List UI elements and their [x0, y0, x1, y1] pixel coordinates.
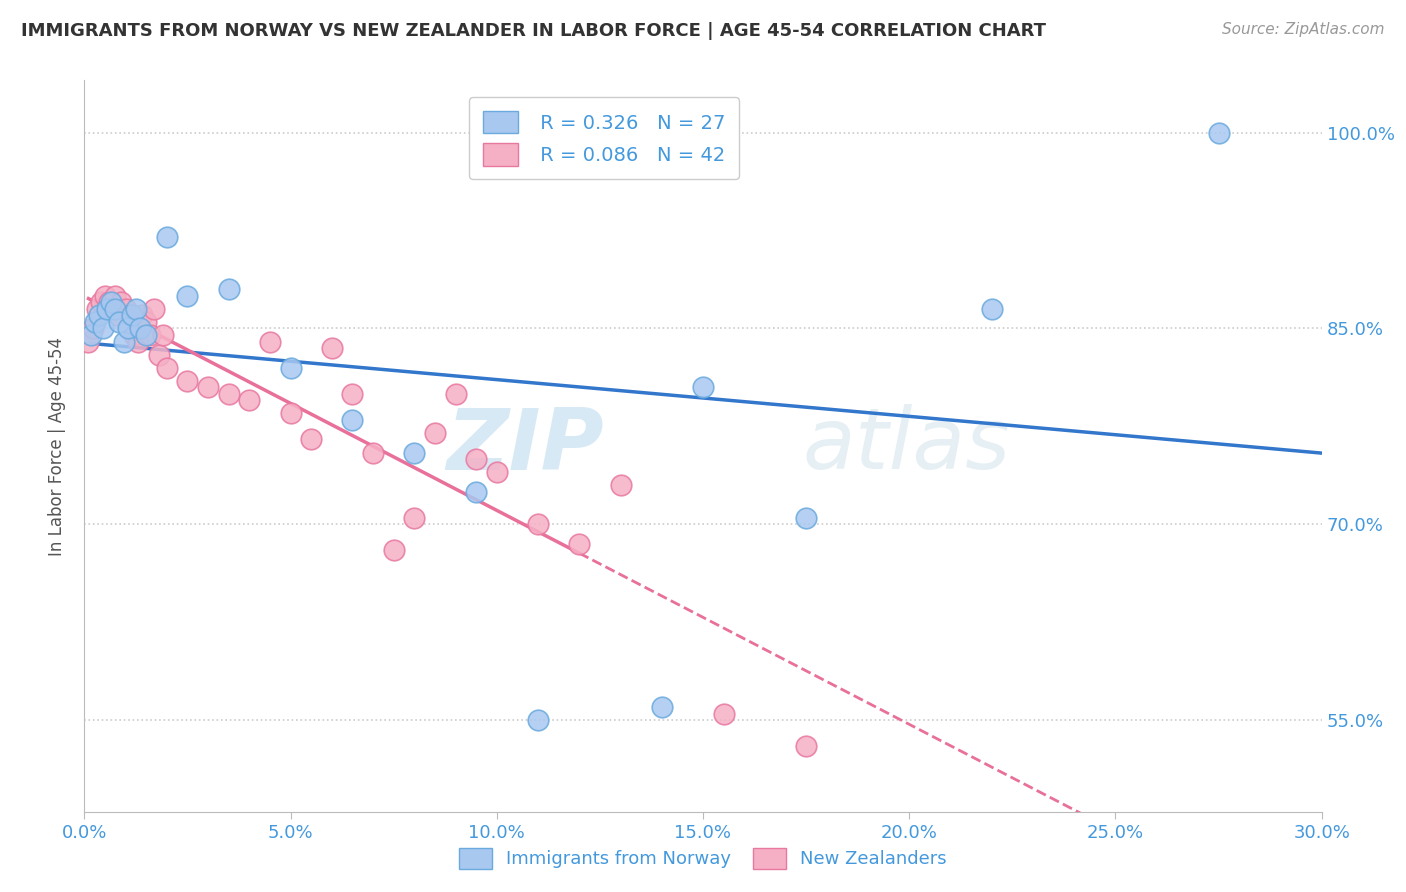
- Point: [527, 517, 550, 532]
- Point: [96, 301, 118, 316]
- Point: [713, 706, 735, 721]
- Point: [112, 334, 135, 349]
- Point: [156, 360, 179, 375]
- Point: [382, 543, 405, 558]
- Point: [197, 380, 219, 394]
- Point: [280, 406, 302, 420]
- Point: [104, 301, 127, 316]
- Point: [444, 386, 467, 401]
- Point: [218, 282, 240, 296]
- Point: [299, 433, 322, 447]
- Point: [103, 301, 125, 316]
- Point: [83, 315, 105, 329]
- Point: [104, 289, 127, 303]
- Point: [342, 413, 364, 427]
- Point: [87, 309, 110, 323]
- Point: [485, 465, 508, 479]
- Text: IMMIGRANTS FROM NORWAY VS NEW ZEALANDER IN LABOR FORCE | AGE 45-54 CORRELATION C: IMMIGRANTS FROM NORWAY VS NEW ZEALANDER …: [21, 22, 1046, 40]
- Point: [129, 321, 152, 335]
- Point: [98, 295, 121, 310]
- Y-axis label: In Labor Force | Age 45-54: In Labor Force | Age 45-54: [48, 336, 66, 556]
- Point: [259, 334, 281, 349]
- Text: ZIP: ZIP: [446, 404, 605, 488]
- Point: [77, 334, 100, 349]
- Point: [404, 445, 426, 459]
- Point: [1208, 126, 1230, 140]
- Point: [651, 700, 673, 714]
- Point: [82, 321, 104, 335]
- Point: [794, 511, 817, 525]
- Point: [152, 328, 174, 343]
- Point: [465, 484, 488, 499]
- Point: [980, 301, 1002, 316]
- Point: [110, 295, 132, 310]
- Point: [131, 309, 153, 323]
- Text: atlas: atlas: [801, 404, 1010, 488]
- Point: [105, 309, 128, 323]
- Point: [86, 301, 108, 316]
- Point: [114, 301, 136, 316]
- Point: [90, 295, 112, 310]
- Point: [156, 230, 179, 244]
- Text: Source: ZipAtlas.com: Source: ZipAtlas.com: [1222, 22, 1385, 37]
- Point: [465, 452, 488, 467]
- Point: [321, 341, 343, 355]
- Point: [91, 321, 114, 335]
- Legend:  R = 0.326   N = 27,  R = 0.086   N = 42: R = 0.326 N = 27, R = 0.086 N = 42: [470, 97, 738, 179]
- Point: [342, 386, 364, 401]
- Point: [79, 328, 101, 343]
- Point: [108, 315, 131, 329]
- Point: [143, 301, 166, 316]
- Point: [148, 348, 170, 362]
- Point: [135, 315, 157, 329]
- Point: [238, 393, 260, 408]
- Point: [794, 739, 817, 754]
- Point: [218, 386, 240, 401]
- Point: [125, 301, 148, 316]
- Point: [94, 289, 117, 303]
- Legend: Immigrants from Norway, New Zealanders: Immigrants from Norway, New Zealanders: [453, 840, 953, 876]
- Point: [280, 360, 302, 375]
- Point: [692, 380, 714, 394]
- Point: [117, 321, 139, 335]
- Point: [568, 537, 591, 551]
- Point: [121, 309, 143, 323]
- Point: [118, 309, 141, 323]
- Point: [609, 478, 631, 492]
- Point: [404, 511, 426, 525]
- Point: [423, 425, 446, 440]
- Point: [135, 328, 157, 343]
- Point: [122, 328, 145, 343]
- Point: [176, 289, 198, 303]
- Point: [527, 714, 550, 728]
- Point: [127, 334, 149, 349]
- Point: [361, 445, 384, 459]
- Point: [176, 374, 198, 388]
- Point: [139, 328, 162, 343]
- Point: [100, 295, 122, 310]
